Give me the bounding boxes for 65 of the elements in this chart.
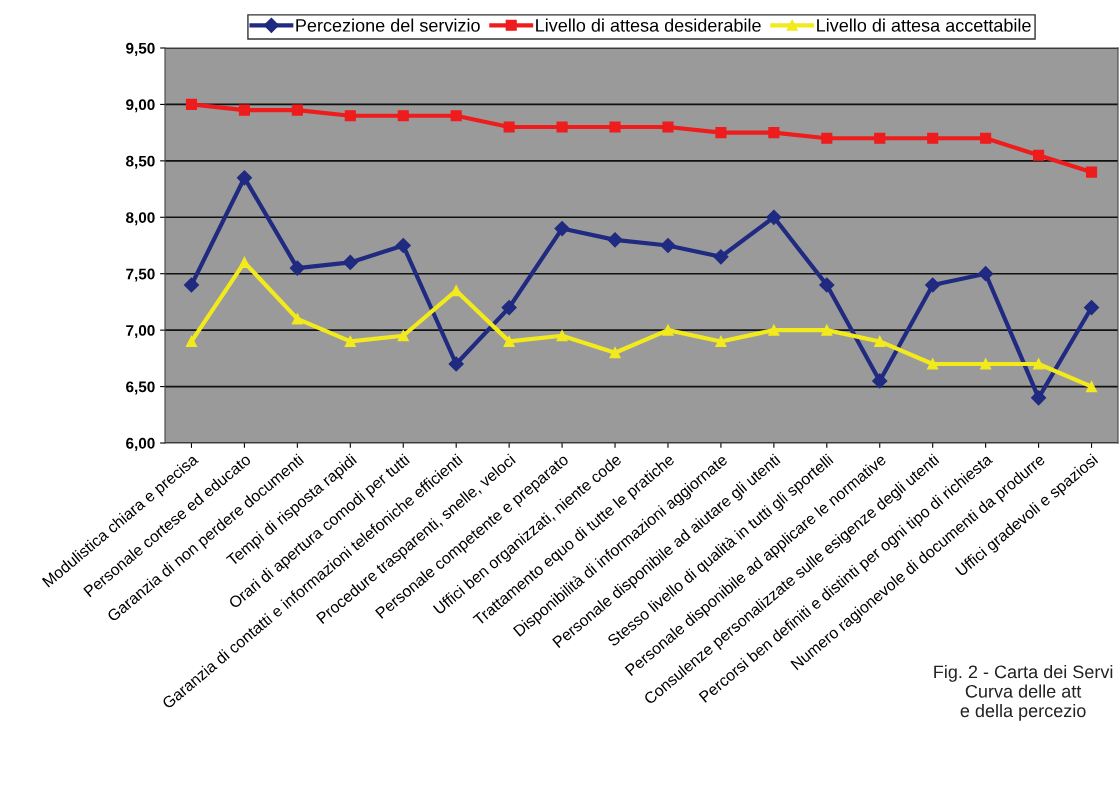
point <box>874 335 886 347</box>
point <box>980 132 992 144</box>
point <box>503 121 515 133</box>
point <box>291 313 303 325</box>
y-tick-label: 8,50 <box>126 155 155 169</box>
point <box>660 237 676 254</box>
point <box>768 127 780 139</box>
point <box>503 335 515 347</box>
point <box>662 324 674 336</box>
point <box>874 132 886 144</box>
point <box>185 98 198 110</box>
point <box>715 335 727 347</box>
point <box>925 277 941 293</box>
point <box>344 110 356 122</box>
point <box>450 110 462 122</box>
point <box>238 104 250 116</box>
point <box>609 347 621 359</box>
point <box>713 249 729 265</box>
point <box>291 104 303 116</box>
y-tick-label: 7,00 <box>126 325 155 339</box>
point <box>397 330 409 342</box>
point <box>185 335 198 347</box>
point <box>1031 390 1047 406</box>
point <box>607 232 623 248</box>
point <box>609 121 621 133</box>
point <box>819 277 835 293</box>
point <box>768 324 780 336</box>
legend-label: Livello di attesa accettabile <box>817 18 1031 32</box>
point <box>395 237 411 254</box>
point <box>1085 166 1098 178</box>
point <box>927 132 939 144</box>
point <box>556 121 568 133</box>
legend-label: Percezione del servizio <box>296 18 480 32</box>
point <box>236 170 252 186</box>
point <box>1033 149 1045 161</box>
point <box>448 356 464 372</box>
point <box>766 209 782 225</box>
y-tick-label: 8,00 <box>126 212 155 226</box>
point <box>289 260 305 276</box>
point <box>872 373 888 389</box>
y-tick-label: 9,50 <box>126 42 155 56</box>
point <box>980 358 992 370</box>
point <box>715 127 727 139</box>
point <box>662 121 674 133</box>
point <box>344 335 356 347</box>
point <box>927 358 939 370</box>
point <box>1085 381 1098 393</box>
y-tick-label: 6,00 <box>126 437 155 451</box>
legend-label: Livello di attesa desiderabile <box>536 18 761 32</box>
point <box>554 221 570 237</box>
y-tick-label: 9,00 <box>126 99 155 113</box>
point <box>183 277 200 293</box>
point <box>1033 358 1045 370</box>
point <box>821 132 833 144</box>
point <box>397 110 409 122</box>
point <box>238 256 250 268</box>
point <box>821 324 833 336</box>
caption: Fig. 2 - Carta dei Servi Curva delle att e della percezio <box>934 665 1113 721</box>
y-tick-label: 7,50 <box>126 268 155 282</box>
point <box>342 254 358 270</box>
point <box>1083 300 1100 316</box>
point <box>556 330 568 342</box>
y-tick-label: 6,50 <box>126 381 155 395</box>
point <box>978 266 994 282</box>
point <box>501 300 517 316</box>
